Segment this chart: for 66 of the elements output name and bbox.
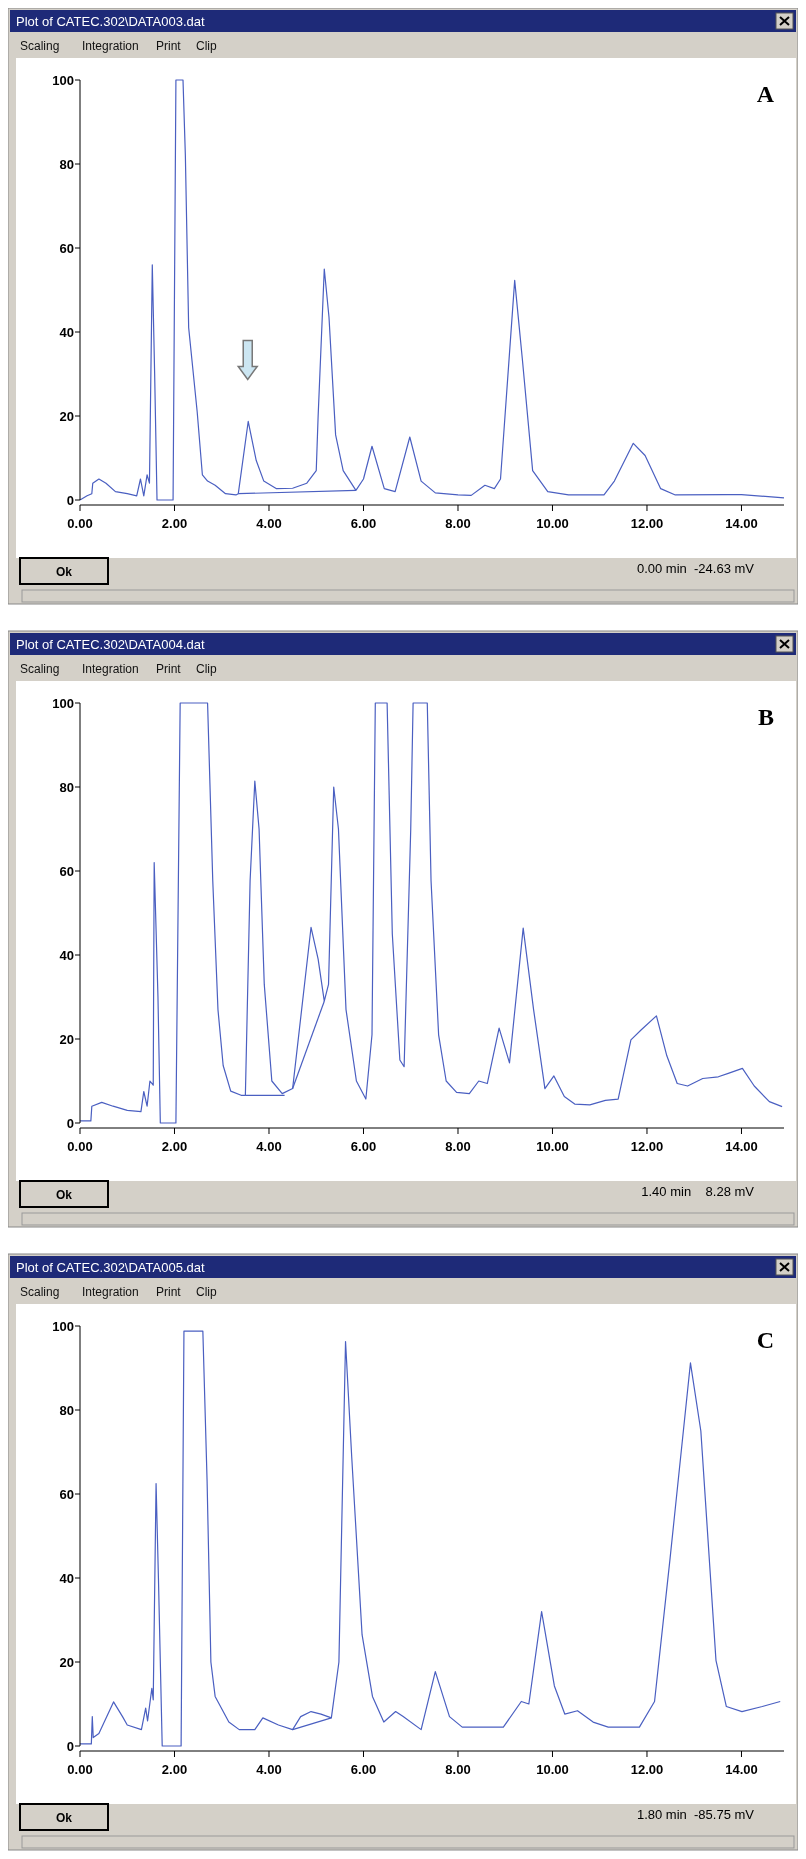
text: 1.40 min 8.28 mV <box>641 1184 755 1199</box>
x-tick-label: 4.00 <box>256 1139 282 1154</box>
text: Integration <box>82 39 139 53</box>
text: Print <box>156 1285 182 1299</box>
x-tick-label: 4.00 <box>256 1762 282 1777</box>
text: Clip <box>196 662 217 676</box>
y-tick-label: 40 <box>59 947 74 963</box>
y-tick-label: 100 <box>52 72 74 88</box>
y-tick-label: 100 <box>52 695 74 711</box>
x-tick-label: 12.00 <box>630 1762 664 1777</box>
x-tick-label: 4.00 <box>256 516 282 531</box>
x-tick-label: 0.00 <box>67 1139 93 1154</box>
text: Integration <box>82 1285 139 1299</box>
x-tick-label: 2.00 <box>161 1762 188 1777</box>
chart-title: Plot of CATEC.302\DATA004.dat <box>16 637 205 652</box>
annotation: A <box>756 81 775 107</box>
x-tick-label: 0.00 <box>67 1762 93 1777</box>
y-tick-label: 80 <box>59 779 74 795</box>
text: Clip <box>196 1285 217 1299</box>
text: 1.80 min -85.75 mV <box>636 1807 755 1822</box>
x-tick-label: 0.00 <box>67 516 93 531</box>
text: Integration <box>82 662 139 676</box>
y-tick-label: 20 <box>59 1654 74 1670</box>
y-tick-label: 0 <box>66 1738 74 1754</box>
x-tick-label: 12.00 <box>630 516 664 531</box>
chart-title: Plot of CATEC.302\DATA003.dat <box>16 14 205 29</box>
y-tick-label: 0 <box>66 492 74 508</box>
y-tick-label: 80 <box>59 156 74 172</box>
y-tick-label: 20 <box>59 408 74 424</box>
text: Print <box>156 662 182 676</box>
y-tick-label: 100 <box>52 1318 74 1334</box>
x-tick-label: 14.00 <box>725 1139 758 1154</box>
text: Clip <box>196 39 217 53</box>
x-tick-label: 10.00 <box>536 516 569 531</box>
x-tick-label: 6.00 <box>350 1139 377 1154</box>
x-tick-label: 14.00 <box>725 1762 758 1777</box>
text: Scaling <box>20 662 60 676</box>
x-tick-label: 10.00 <box>536 1762 569 1777</box>
y-tick-label: 20 <box>59 1031 74 1047</box>
x-tick-label: 10.00 <box>536 1139 569 1154</box>
y-tick-label: 60 <box>59 240 74 256</box>
annotation: B <box>757 704 774 730</box>
text: Scaling <box>20 1285 60 1299</box>
x-tick-label: 8.00 <box>445 1139 471 1154</box>
text: Scaling <box>20 39 60 53</box>
x-tick-label: 14.00 <box>725 516 758 531</box>
text: Ok <box>55 565 73 579</box>
y-tick-label: 40 <box>59 324 74 340</box>
y-tick-label: 40 <box>59 1570 74 1586</box>
y-tick-label: 0 <box>66 1115 74 1131</box>
text: Print <box>156 39 182 53</box>
text: Ok <box>55 1811 73 1825</box>
x-tick-label: 8.00 <box>445 1762 471 1777</box>
y-tick-label: 60 <box>59 1486 74 1502</box>
x-tick-label: 6.00 <box>350 1762 377 1777</box>
chart-title: Plot of CATEC.302\DATA005.dat <box>16 1260 205 1275</box>
x-tick-label: 2.00 <box>161 1139 188 1154</box>
text: 0.00 min -24.63 mV <box>636 561 755 576</box>
x-tick-label: 8.00 <box>445 516 471 531</box>
y-tick-label: 80 <box>59 1402 74 1418</box>
y-tick-label: 60 <box>59 863 74 879</box>
text: Ok <box>55 1188 73 1202</box>
annotation: C <box>756 1327 774 1353</box>
x-tick-label: 12.00 <box>630 1139 664 1154</box>
x-tick-label: 6.00 <box>350 516 377 531</box>
x-tick-label: 2.00 <box>161 516 188 531</box>
